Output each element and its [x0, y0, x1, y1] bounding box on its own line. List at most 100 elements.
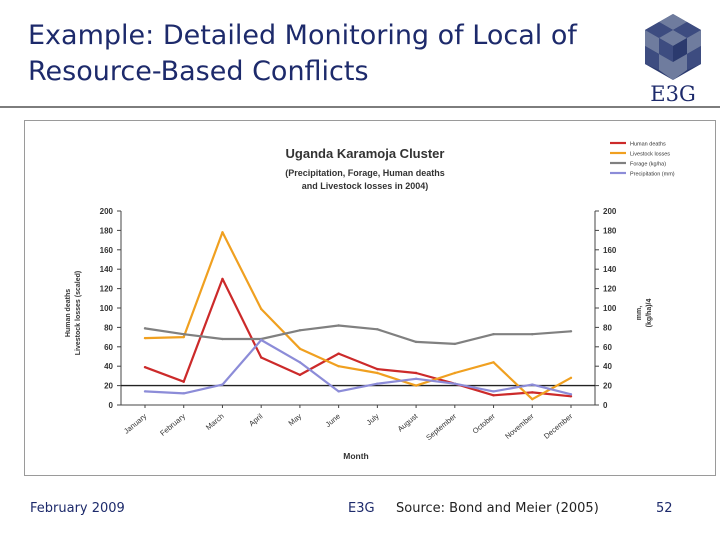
data-point [221, 337, 224, 341]
data-point [337, 324, 340, 327]
slide-title: Example: Detailed Monitoring of Local of… [28, 18, 628, 90]
line-chart: Uganda Karamoja Cluster (Precipitation, … [65, 142, 675, 462]
data-point [569, 330, 573, 333]
data-point [337, 390, 340, 393]
data-point [143, 327, 147, 330]
data-point [221, 231, 224, 234]
data-point [298, 347, 302, 350]
series-line [144, 231, 572, 401]
x-tick-label: December [542, 411, 575, 440]
page-number: 52 [656, 501, 673, 516]
data-point [569, 395, 573, 398]
y-tick-label-right: 200 [603, 207, 617, 216]
y-tick-label-right: 120 [603, 285, 617, 294]
y-tick-label-right: 80 [603, 323, 612, 332]
x-tick-label: July [365, 411, 381, 427]
y-tick-label-left: 60 [104, 343, 113, 352]
logo-text: E3G [650, 82, 696, 106]
y-tick-label-right: 20 [603, 382, 612, 391]
y-tick-label-right: 140 [603, 265, 617, 274]
e3g-logo: E3G [641, 12, 705, 106]
y-tick-label-right: 40 [603, 362, 612, 371]
x-tick-label: August [396, 411, 420, 433]
data-point [414, 377, 418, 381]
y-axis-right-label-line2: (kg/ha)/4 [646, 299, 653, 328]
data-point [259, 356, 263, 359]
x-tick-label: June [324, 412, 342, 429]
data-point [569, 393, 573, 396]
data-point [182, 332, 185, 336]
data-point [531, 383, 534, 386]
data-point [492, 390, 495, 393]
data-point [453, 342, 457, 346]
x-tick-label: September [424, 411, 458, 442]
x-tick-label: November [503, 411, 536, 440]
y-tick-label-left: 180 [100, 226, 114, 235]
data-point [414, 371, 418, 375]
y-tick-label-left: 40 [104, 362, 113, 371]
y-tick-label-left: 120 [100, 285, 114, 294]
y-tick-label-right: 60 [603, 343, 612, 352]
data-point [531, 397, 534, 401]
x-tick-label: January [122, 411, 148, 435]
data-point [453, 382, 457, 385]
y-axis-right-label-line1: mm, [636, 306, 643, 320]
data-point [453, 371, 457, 375]
data-point [182, 335, 185, 339]
y-tick-label-left: 20 [104, 382, 113, 391]
data-point [492, 394, 495, 397]
data-point [298, 329, 302, 332]
x-axis-label: Month [343, 451, 369, 461]
y-tick-label-right: 0 [603, 401, 608, 410]
data-point [337, 352, 340, 355]
logo-hexagon-icon [645, 14, 701, 80]
footer-date: February 2009 [30, 501, 125, 516]
legend-label: Forage (kg/ha) [630, 162, 666, 168]
y-tick-label-left: 160 [100, 246, 114, 255]
x-tick-label: March [204, 412, 226, 432]
data-point [531, 391, 534, 394]
data-point [259, 307, 263, 311]
footer-org: E3G [348, 501, 375, 516]
data-point [376, 382, 379, 385]
data-point [143, 365, 147, 369]
chart-panel: Uganda Karamoja Cluster (Precipitation, … [24, 120, 716, 476]
data-point [569, 376, 573, 380]
y-tick-label-right: 160 [603, 246, 617, 255]
title-divider [0, 106, 720, 108]
series-line [144, 338, 572, 396]
chart-axes [120, 211, 596, 406]
slide-title-line1: Example: Detailed Monitoring of Local of [28, 20, 577, 51]
x-tick-label: April [247, 411, 265, 428]
y-tick-label-left: 0 [109, 401, 114, 410]
data-point [143, 336, 147, 340]
legend-label: Precipitation (mm) [630, 172, 675, 178]
data-point [221, 383, 224, 386]
data-point [337, 365, 340, 368]
data-point [531, 332, 534, 336]
data-point [182, 392, 185, 395]
data-point [221, 277, 224, 281]
chart-title: Uganda Karamoja Cluster [286, 146, 445, 161]
chart-subtitle-line2: and Livestock losses in 2004) [302, 181, 429, 191]
data-point [143, 390, 147, 393]
data-point [298, 361, 302, 364]
footer-source: Source: Bond and Meier (2005) [396, 501, 599, 516]
data-point [414, 384, 418, 387]
series-line [144, 277, 572, 398]
chart-ticks: 0 0 20 20 40 40 60 60 80 80 100 100 120 120 140 140 160 1… [100, 207, 617, 442]
y-tick-label-left: 140 [100, 265, 114, 274]
x-tick-label: May [287, 411, 304, 427]
data-point [376, 328, 379, 331]
x-tick-label: February [158, 411, 187, 437]
chart-subtitle-line1: (Precipitation, Forage, Human deaths [285, 168, 445, 178]
data-point [414, 340, 418, 344]
chart-legend: Human deaths Livestock losses Forage (kg/h… [610, 142, 675, 178]
chart-series [143, 231, 573, 401]
y-axis-left-label-line1: Human deaths [65, 289, 72, 337]
y-axis-left-label-line2: Livestock losses (scaled) [75, 271, 82, 355]
legend-label: Human deaths [630, 142, 666, 148]
data-point [298, 373, 302, 377]
data-point [492, 332, 495, 336]
data-point [376, 367, 379, 371]
